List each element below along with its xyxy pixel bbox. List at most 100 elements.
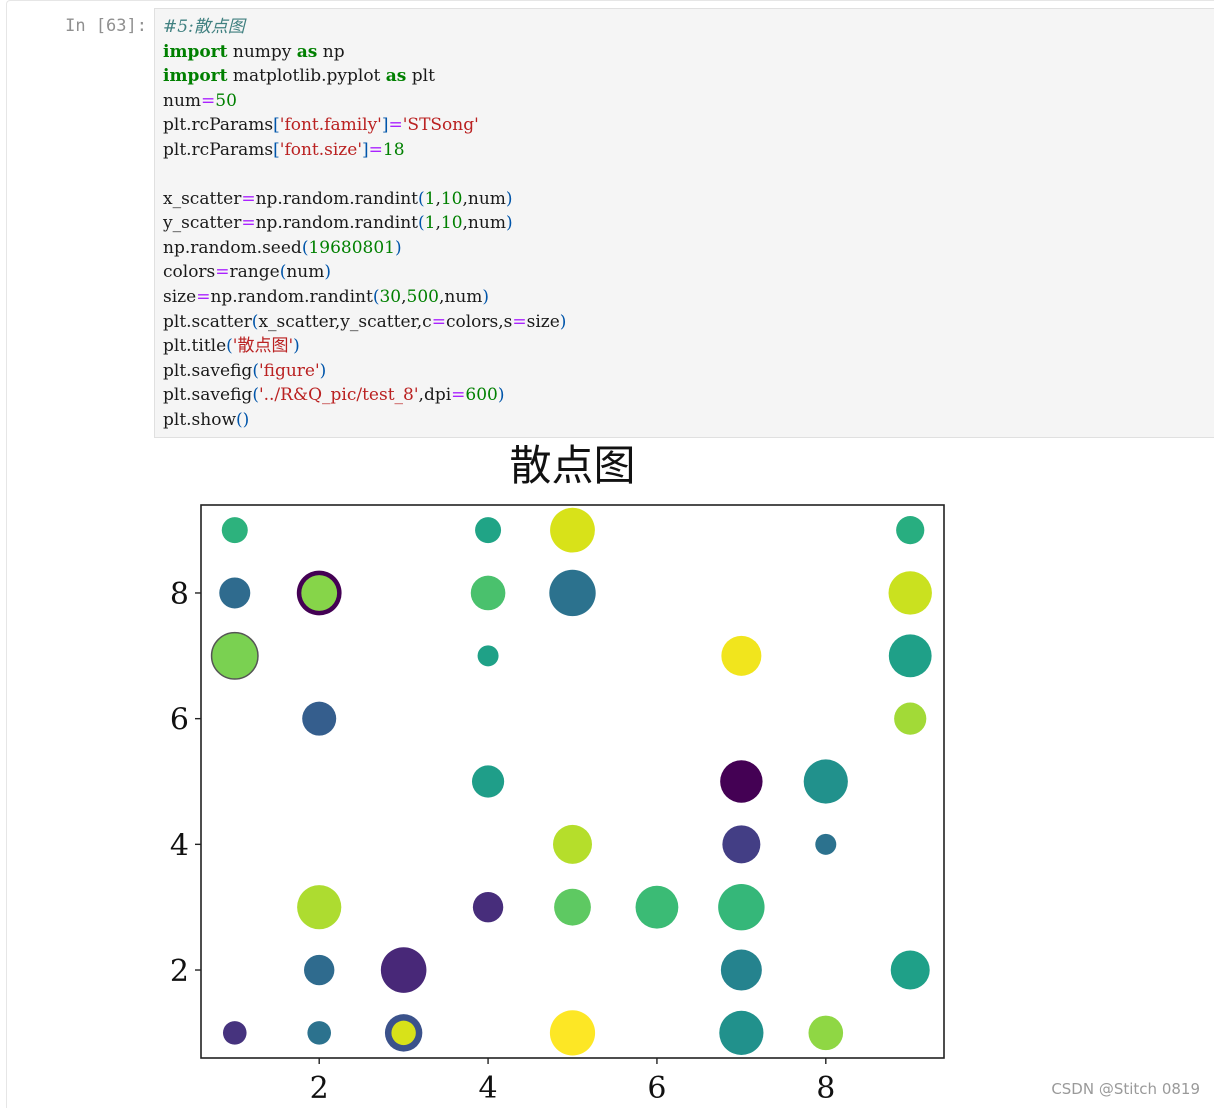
scatter-point xyxy=(302,701,337,736)
scatter-point xyxy=(720,949,762,991)
plot-frame xyxy=(200,504,945,1059)
code-token: plt.savefig xyxy=(163,360,253,381)
code-token: colors xyxy=(163,262,216,283)
scatter-point xyxy=(720,760,763,803)
scatter-point xyxy=(718,883,765,931)
scatter-point xyxy=(297,885,342,930)
code-token: = xyxy=(241,188,256,209)
code-token: ) xyxy=(559,311,567,332)
code-token: ) xyxy=(395,237,402,258)
code-token: np.random.randint xyxy=(255,188,418,209)
code-line: plt.title('散点图') xyxy=(163,334,566,359)
code-token: import xyxy=(163,41,228,62)
code-token: ( xyxy=(301,237,309,258)
code-line: plt.rcParams['font.family']='STSong' xyxy=(163,113,566,138)
code-line: plt.show() xyxy=(163,408,566,433)
scatter-point xyxy=(380,947,427,993)
code-token: ,num xyxy=(438,287,483,308)
scatter-point xyxy=(722,825,761,864)
scatter-point xyxy=(475,517,502,544)
code-token: ,num xyxy=(462,213,506,234)
code-token: 'STSong' xyxy=(402,115,479,136)
code-token: numpy xyxy=(227,41,297,62)
code-token: ( xyxy=(252,385,259,406)
x-tick-label: 8 xyxy=(816,1071,835,1106)
scatter-point xyxy=(635,885,679,929)
code-token: = xyxy=(512,311,527,332)
scatter-point xyxy=(554,888,591,926)
code-token: plt.rcParams xyxy=(163,139,274,160)
code-token: ) xyxy=(482,287,490,308)
code-token: ( xyxy=(418,213,425,234)
code-token: = xyxy=(431,311,446,332)
code-line xyxy=(163,162,566,187)
code-token: 1 xyxy=(424,213,436,234)
x-tick-label: 2 xyxy=(310,1071,329,1106)
code-editor[interactable]: #5:散点图 import numpy as np import matplotli… xyxy=(154,8,1214,438)
code-line: num=50 xyxy=(163,89,566,114)
code-token: ( xyxy=(252,360,259,381)
code-token: size xyxy=(163,287,197,308)
cell-output: 散点图 2 4 6 8 2 4 6 8 xyxy=(154,440,1214,1108)
code-token: = xyxy=(451,385,466,406)
code-token: ) xyxy=(293,336,300,357)
code-token: 'font.family' xyxy=(279,115,382,136)
code-token: colors,s xyxy=(445,311,513,332)
code-token: () xyxy=(236,409,250,430)
code-line: plt.rcParams['font.size']=18 xyxy=(163,138,566,163)
scatter-point xyxy=(301,575,338,611)
code-cell[interactable] xyxy=(6,0,1214,1108)
scatter-point xyxy=(477,645,499,667)
code-token: ( xyxy=(226,336,233,357)
code-token: num xyxy=(286,262,325,283)
code-token: plt xyxy=(406,66,435,87)
scatter-point xyxy=(222,1021,247,1045)
code-token: 18 xyxy=(382,139,405,160)
scatter-point xyxy=(888,634,932,678)
code-token: plt.show xyxy=(163,409,237,430)
scatter-point xyxy=(307,1021,332,1045)
y-tick-label: 4 xyxy=(170,828,189,863)
x-tick-label: 4 xyxy=(479,1071,498,1106)
code-line: plt.scatter(x_scatter,y_scatter,c=colors… xyxy=(163,310,566,335)
code-token: y_scatter xyxy=(163,213,242,234)
scatter-point xyxy=(721,635,762,676)
code-token: = xyxy=(241,213,256,234)
code-token: np.random.randint xyxy=(255,213,418,234)
code-token: , xyxy=(435,213,441,234)
y-tick-label: 8 xyxy=(170,577,189,612)
code-token: np.random.seed xyxy=(163,237,302,258)
code-token: ( xyxy=(279,262,287,283)
scatter-point xyxy=(808,1015,844,1051)
code-line: #5:散点图 xyxy=(163,15,566,40)
code-token: 500 xyxy=(406,287,439,308)
code-token: = xyxy=(388,115,403,136)
chart-title: 散点图 xyxy=(509,441,635,490)
code-token: ] xyxy=(381,115,389,136)
code-token: ) xyxy=(319,360,327,381)
code-token: [ xyxy=(273,115,280,136)
code-token: range xyxy=(229,262,280,283)
code-token: ) xyxy=(505,188,513,209)
code-token: 30 xyxy=(379,287,402,308)
code-token: plt.rcParams xyxy=(163,115,274,136)
code-token: ) xyxy=(324,262,331,283)
scatter-point xyxy=(391,1020,416,1046)
scatter-point xyxy=(815,833,837,855)
code-line: import numpy as np xyxy=(163,40,566,65)
scatter-point xyxy=(890,950,930,990)
scatter-point xyxy=(219,577,251,609)
scatter-point xyxy=(803,759,848,804)
code-token: = xyxy=(215,262,230,283)
code-token: plt.scatter xyxy=(163,311,252,332)
code-token: matplotlib.pyplot xyxy=(227,66,386,87)
code-token: 10 xyxy=(440,188,463,209)
code-line: plt.savefig('../R&Q_pic/test_8',dpi=600) xyxy=(163,383,566,408)
x-tick-label: 6 xyxy=(647,1071,666,1106)
code-token: 50 xyxy=(215,90,237,111)
code-token: ( xyxy=(372,287,380,308)
code-token: , xyxy=(401,287,407,308)
code-token: ] xyxy=(362,139,369,160)
code-token: x_scatter,y_scatter,c xyxy=(258,311,432,332)
code-token: 10 xyxy=(440,213,463,234)
